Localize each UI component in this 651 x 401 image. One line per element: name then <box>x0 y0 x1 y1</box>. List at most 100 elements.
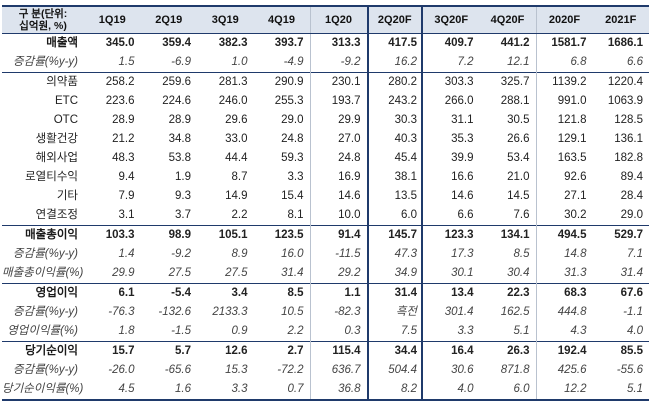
value-cell: 345.0 <box>105 37 135 49</box>
value-cell: 0.7 <box>253 380 310 401</box>
value-cell: 45.4 <box>394 152 417 164</box>
value-cell: 53.8 <box>168 152 191 164</box>
value-cell: 16.9 <box>309 168 367 187</box>
row-operating-profit: 영업이익 6.1 -5.4 3.4 8.5 1.1 31.4 13.4 22.3 68.3 67.6 <box>2 283 649 303</box>
value-cell: 39.9 <box>451 152 474 164</box>
value-cell: 85.5 <box>592 341 649 361</box>
value-cell: 2.2 <box>287 325 304 337</box>
value-cell: 31.4 <box>281 267 304 279</box>
value-cell: 5.1 <box>592 380 649 401</box>
value-cell: 14.6 <box>309 187 367 206</box>
value-cell: 280.2 <box>366 72 423 92</box>
value-cell: 382.3 <box>218 37 248 49</box>
value-cell: -1.5 <box>171 325 191 337</box>
value-cell: 6.6 <box>627 56 643 68</box>
value-cell: 441.2 <box>500 37 530 49</box>
value-cell: 91.4 <box>309 225 367 245</box>
value-cell: 21.0 <box>507 171 530 183</box>
row-operating-margin: 영업이익률(%) 1.8 -1.5 0.9 2.2 0.3 7.5 3.3 5.1 4.3 4.0 <box>2 322 649 342</box>
row-revenue: 매출액 345.0 359.4 382.3 393.7 313.3 417.5 409.7 44… <box>2 33 649 53</box>
value-cell: 53.4 <box>507 152 530 164</box>
col-header: 2Q20F <box>366 5 423 34</box>
value-cell: 33.0 <box>225 133 248 145</box>
value-cell: 6.0 <box>479 380 536 401</box>
col-header: 2020F <box>535 5 593 34</box>
value-cell: 103.3 <box>84 225 141 245</box>
row-otc: OTC 28.9 28.9 29.6 29.0 29.9 30.3 31.1 30.5 121.8… <box>2 111 649 130</box>
value-cell: 16.2 <box>394 56 417 68</box>
row-label: 영업이익 <box>2 283 84 303</box>
value-cell: 182.8 <box>614 152 643 164</box>
value-cell: 1063.9 <box>607 95 643 107</box>
value-cell: 13.5 <box>394 190 417 202</box>
value-cell: 2133.3 <box>212 306 248 318</box>
value-cell: 26.3 <box>479 341 536 361</box>
value-cell: 636.7 <box>309 361 367 380</box>
row-overseas: 해외사업 48.3 53.8 44.4 59.3 24.8 45.4 39.9 53.4 163.… <box>2 149 649 168</box>
value-cell: 흑전 <box>395 306 417 318</box>
value-cell: 192.4 <box>535 341 593 361</box>
value-cell: 68.3 <box>535 283 593 303</box>
value-cell: 163.5 <box>535 149 593 168</box>
value-cell: 129.1 <box>535 130 593 149</box>
row-operating-profit-growth: 증감률(%y-y) -76.3 -132.6 2133.3 10.5 -82.3 흑전 301… <box>2 303 649 322</box>
value-cell: 7.1 <box>627 248 643 260</box>
row-label: 생활건강 <box>35 133 78 145</box>
value-cell: 29.0 <box>281 114 304 126</box>
value-cell: 14.9 <box>225 190 248 202</box>
value-cell: 313.3 <box>309 33 367 53</box>
value-cell: 12.6 <box>197 341 254 361</box>
row-label: 해외사업 <box>35 152 78 164</box>
row-gross-profit: 매출총이익 103.3 98.9 105.1 123.5 91.4 145.7 123.3 13… <box>2 225 649 245</box>
col-header: 4Q19 <box>253 5 310 34</box>
value-cell: 8.1 <box>287 209 304 221</box>
row-label: 기타 <box>56 190 78 202</box>
col-header: 3Q20F <box>423 5 480 34</box>
value-cell: 92.6 <box>535 168 593 187</box>
value-cell: 303.3 <box>423 72 480 92</box>
value-cell: 67.6 <box>592 283 649 303</box>
value-cell: 1.0 <box>231 56 248 68</box>
value-cell: 29.9 <box>112 267 135 279</box>
value-cell: 4.0 <box>627 325 643 337</box>
value-cell: 8.5 <box>513 248 530 260</box>
value-cell: 255.3 <box>274 95 304 107</box>
row-label: 증감률(%y-y) <box>13 364 78 376</box>
value-cell: 991.0 <box>535 92 593 111</box>
row-label: 의약품 <box>2 72 84 92</box>
value-cell: 98.9 <box>140 225 197 245</box>
value-cell: 444.8 <box>535 303 593 322</box>
value-cell: -132.6 <box>158 306 191 318</box>
row-label: 당기순이익 <box>2 341 84 361</box>
value-cell: 40.3 <box>394 133 417 145</box>
row-label: 증감률(%y-y) <box>13 306 78 318</box>
value-cell: 8.2 <box>366 380 423 401</box>
value-cell: 28.9 <box>168 114 191 126</box>
value-cell: 7.5 <box>401 325 417 337</box>
value-cell: 14.6 <box>451 190 474 202</box>
financial-table: 구 분(단위: 십억원, %) 1Q19 2Q19 3Q19 4Q19 1Q20… <box>2 5 649 401</box>
value-cell: 1.6 <box>140 380 197 401</box>
value-cell: -11.5 <box>309 245 367 264</box>
header-label-cell: 구 분(단위: 십억원, %) <box>2 5 84 34</box>
row-label: 매출총이익률(%) <box>2 267 84 279</box>
value-cell: 59.3 <box>281 152 304 164</box>
value-cell: 301.4 <box>444 306 474 318</box>
value-cell: 30.4 <box>507 267 530 279</box>
value-cell: 1139.2 <box>535 72 593 92</box>
value-cell: 9.3 <box>175 190 191 202</box>
value-cell: 0.9 <box>231 325 248 337</box>
value-cell: 494.5 <box>535 225 593 245</box>
value-cell: 409.7 <box>444 37 474 49</box>
value-cell: 13.4 <box>423 283 480 303</box>
value-cell: 3.3 <box>197 380 254 401</box>
value-cell: -65.6 <box>164 364 191 376</box>
value-cell: 6.8 <box>535 53 593 73</box>
value-cell: 14.8 <box>535 245 593 264</box>
value-cell: 425.6 <box>535 361 593 380</box>
row-label: 연결조정 <box>35 209 78 221</box>
value-cell: 10.5 <box>281 306 304 318</box>
row-etc: ETC 223.6 224.6 246.0 255.3 193.7 243.2 266.0 28… <box>2 92 649 111</box>
value-cell: 10.0 <box>309 206 367 226</box>
value-cell: 1220.4 <box>592 72 649 92</box>
